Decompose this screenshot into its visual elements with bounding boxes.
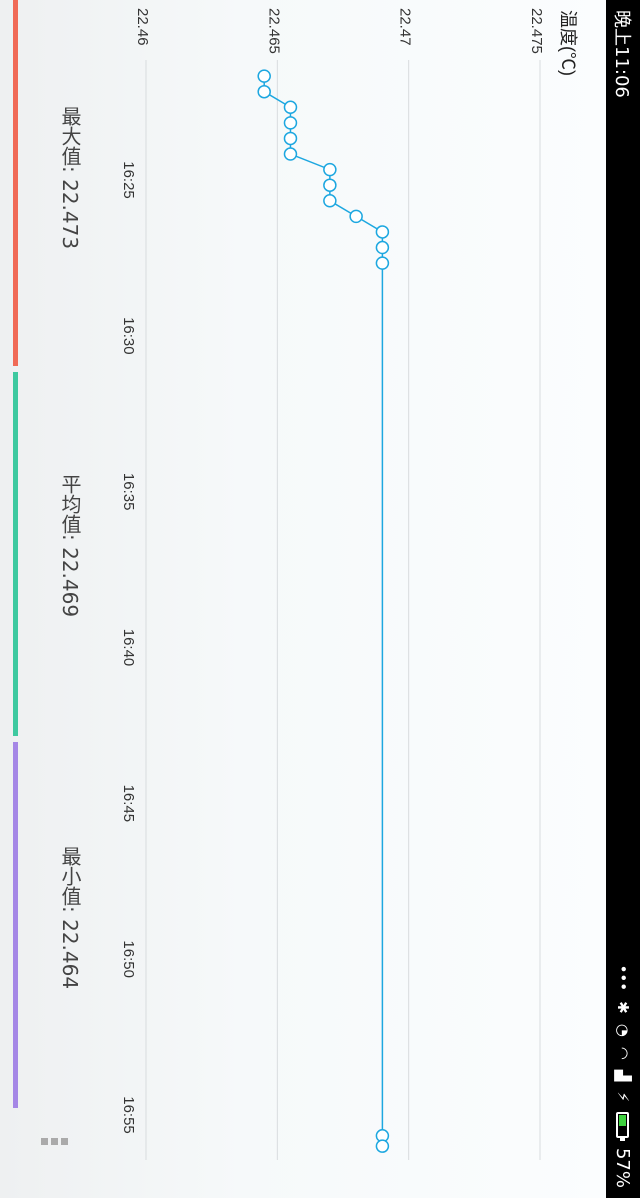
data-point — [323, 178, 337, 192]
data-points — [257, 69, 390, 1153]
data-point — [283, 100, 298, 115]
avg-value-label: 平均值: 22.469 — [58, 474, 82, 618]
clock: 晚上11:06 — [611, 10, 632, 98]
data-point — [283, 116, 298, 130]
y-tick-label: 22.47 — [397, 8, 414, 46]
y-tick-label: 22.475 — [528, 8, 545, 54]
data-point — [257, 84, 271, 99]
chart-screen: 22.475 22.47 22.465 22.46 16:25 16:30 16:35 16… — [0, 0, 606, 1198]
data-point — [375, 240, 390, 255]
x-tick-label: 16:45 — [120, 785, 137, 823]
y-ticks: 22.475 22.47 22.465 22.46 — [134, 8, 545, 54]
more-dots-icon: ••• — [614, 964, 633, 992]
data-point — [375, 225, 390, 239]
charging-icon: ⚡ — [614, 1091, 633, 1102]
x-tick-label: 16:40 — [120, 629, 137, 667]
data-point — [349, 209, 363, 224]
x-tick-label: 16:25 — [120, 161, 137, 199]
min-value-label: 最小值: 22.464 — [58, 846, 82, 990]
x-ticks: 16:25 16:30 16:35 16:40 16:45 16:50 16:55 — [120, 161, 137, 1134]
status-bar: 晚上11:06 ••• ✱ ◔ ◠ ▟ ⚡ 57% — [606, 0, 640, 1198]
bluetooth-icon: ✱ — [614, 1001, 633, 1014]
wifi-icon: ◠ — [614, 1046, 633, 1060]
max-value-label: 最大值: 22.473 — [58, 106, 82, 250]
data-point — [375, 256, 390, 270]
avg-color-bar — [13, 372, 18, 736]
series-line — [263, 76, 384, 1147]
grid — [145, 60, 541, 1160]
more-menu-icon[interactable] — [38, 1134, 70, 1148]
alarm-icon: ◔ — [614, 1023, 633, 1037]
battery-icon — [616, 1111, 630, 1138]
data-point — [257, 69, 271, 83]
x-tick-label: 16:55 — [120, 1096, 137, 1134]
y-tick-label: 22.46 — [134, 8, 151, 46]
data-point — [323, 162, 337, 177]
data-point — [283, 147, 298, 161]
max-color-bar — [13, 0, 18, 366]
data-point — [283, 131, 298, 146]
data-point — [375, 1139, 390, 1153]
x-tick-label: 16:30 — [120, 317, 137, 355]
series-polyline — [263, 76, 384, 1147]
min-color-bar — [13, 742, 18, 1108]
x-tick-label: 16:50 — [120, 940, 137, 978]
battery-percent: 57% — [612, 1147, 634, 1188]
data-point — [323, 194, 337, 208]
y-axis-label: 温度(℃) — [558, 10, 578, 76]
y-tick-label: 22.465 — [265, 8, 282, 54]
x-tick-label: 16:35 — [120, 473, 137, 511]
signal-icon: ▟ — [614, 1069, 633, 1082]
